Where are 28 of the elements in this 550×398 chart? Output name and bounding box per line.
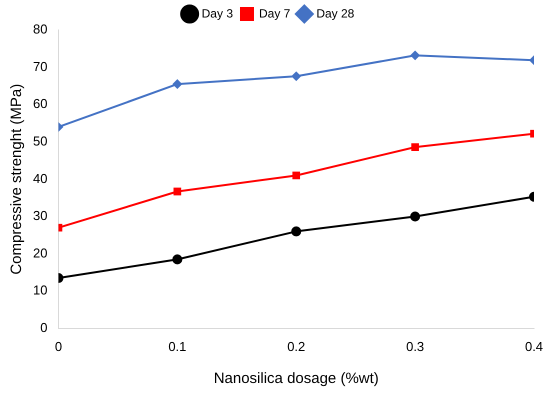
x-tick-label: 0.1 [168,338,186,354]
point [174,188,182,196]
y-tick-label: 70 [32,58,48,74]
y-tick-label: 80 [32,22,48,37]
y-tick-label: 50 [32,133,48,148]
x-tick-label: 0.2 [287,338,306,354]
point [410,212,420,222]
point [172,254,182,264]
legend-label: Day 7 [258,6,291,20]
y-tick-label: 0 [40,320,48,335]
legend-label: Day 3 [202,6,234,20]
point [292,172,300,180]
x-tick-label: 0.3 [406,338,424,354]
y-tick-label: 60 [32,96,48,112]
point [411,143,419,151]
y-tick-label: 20 [32,245,48,260]
legend-label: Day 28 [316,6,355,20]
x-axis-title: Nanosilica dosage (%wt) [214,370,379,388]
y-axis-title: Compressive strenght (MPa) [8,84,26,275]
point [292,72,301,81]
point [172,80,182,89]
y-tick-label: 10 [32,282,48,298]
x-tick-label: 0 [54,338,62,354]
y-tick-label: 30 [32,208,48,224]
y-tick-label: 40 [32,170,48,186]
point [410,50,420,60]
x-tick-label: 0.4 [524,338,544,354]
point [291,226,302,236]
